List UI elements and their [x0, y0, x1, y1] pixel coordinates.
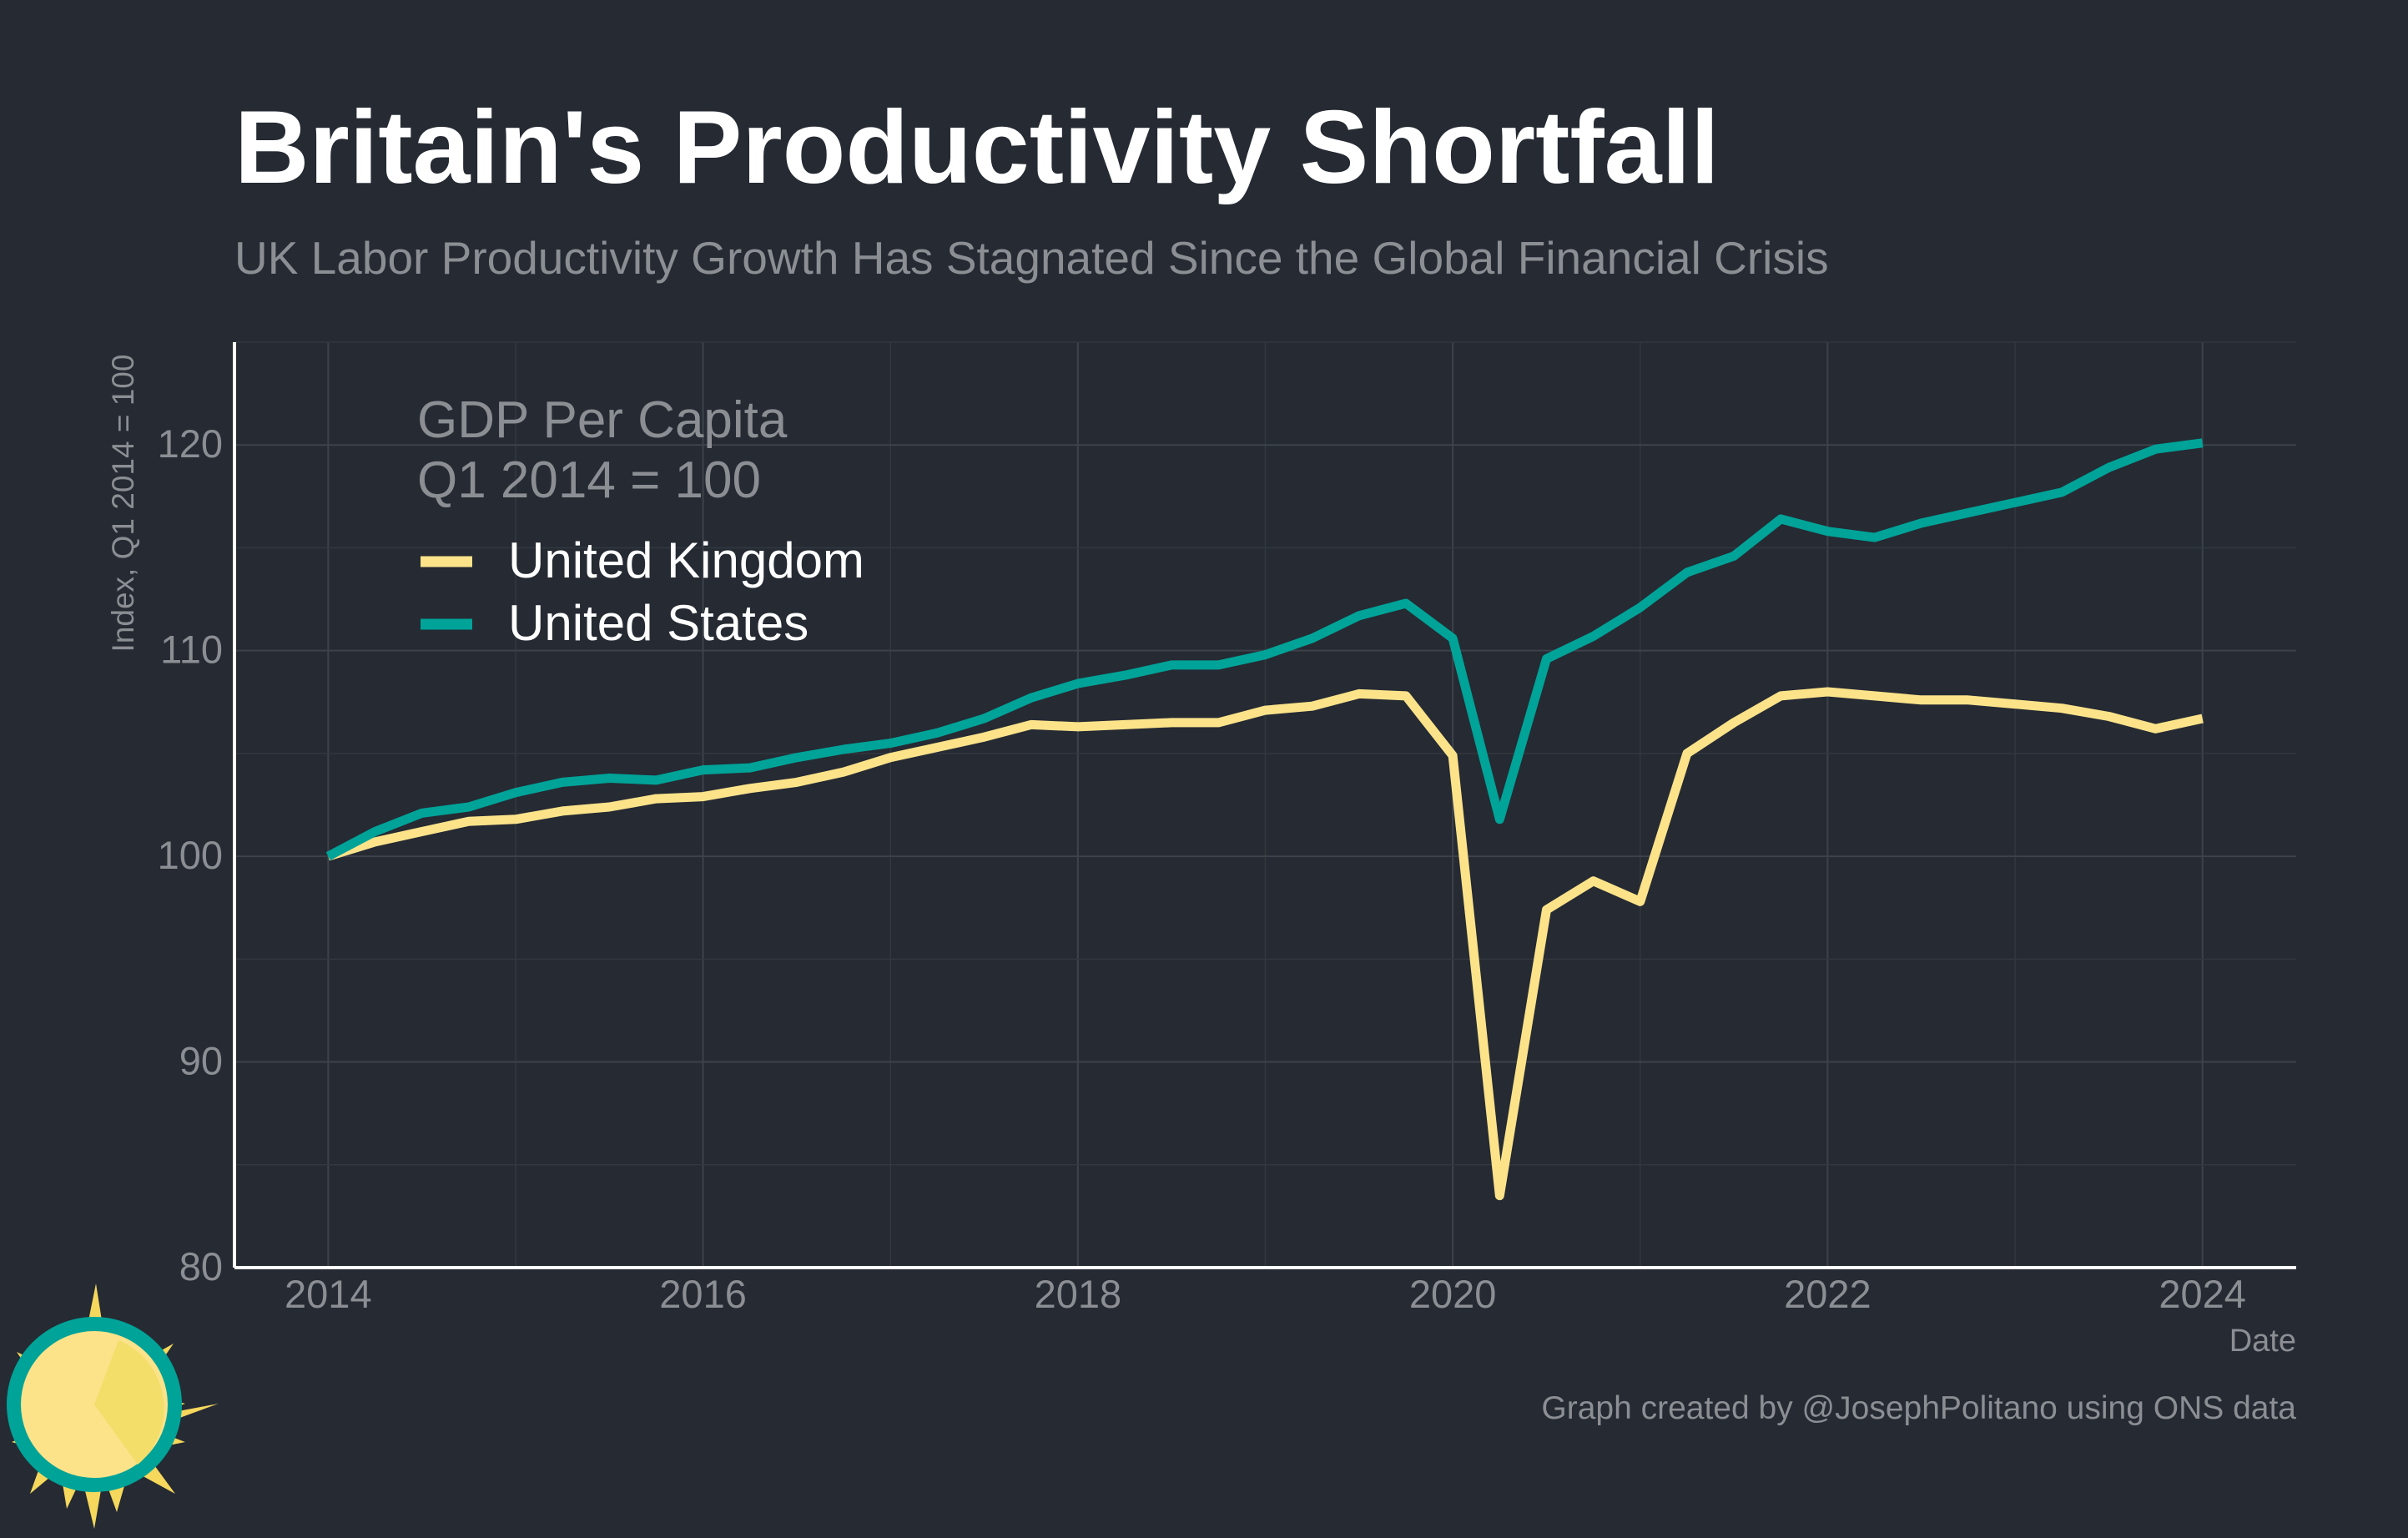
legend-label-uk: United Kingdom: [508, 532, 864, 588]
legend-title-line-1: GDP Per Capita: [417, 391, 788, 449]
x-tick-label: 2020: [1409, 1272, 1497, 1316]
y-tick-label: 110: [160, 628, 223, 672]
sun-logo-icon: [7, 1283, 219, 1529]
x-tick-label: 2018: [1035, 1272, 1122, 1316]
x-tick-label: 2014: [285, 1272, 372, 1316]
y-tick-labels: 80 90 100 110 120: [158, 421, 223, 1288]
legend-label-us: United States: [508, 595, 809, 651]
x-tick-labels: 2014 2016 2018 2020 2022 2024: [285, 1272, 2246, 1316]
source-caption: Graph created by @JosephPolitano using O…: [1541, 1390, 2296, 1426]
chart-subtitle: UK Labor Productivity Growth Has Stagnat…: [234, 232, 1829, 284]
x-axis-label: Date: [2229, 1324, 2296, 1359]
y-tick-label: 80: [179, 1244, 223, 1288]
y-tick-label: 120: [158, 421, 223, 466]
y-axis-label: Index, Q1 2014 = 100: [106, 355, 140, 653]
series-lines: [325, 438, 2204, 1201]
x-tick-label: 2024: [2159, 1272, 2246, 1316]
series-line-united-kingdom: [326, 687, 2204, 1201]
axes: [233, 342, 2296, 1269]
y-tick-label: 100: [158, 833, 223, 877]
legend: GDP Per Capita Q1 2014 = 100 United King…: [417, 391, 864, 651]
y-tick-label: 90: [179, 1039, 223, 1083]
x-tick-label: 2022: [1784, 1272, 1871, 1316]
legend-title-line-2: Q1 2014 = 100: [417, 451, 761, 509]
x-tick-label: 2016: [659, 1272, 747, 1316]
chart-title: Britain's Productivity Shortfall: [234, 90, 1720, 205]
series-line-united-states: [325, 438, 2204, 860]
